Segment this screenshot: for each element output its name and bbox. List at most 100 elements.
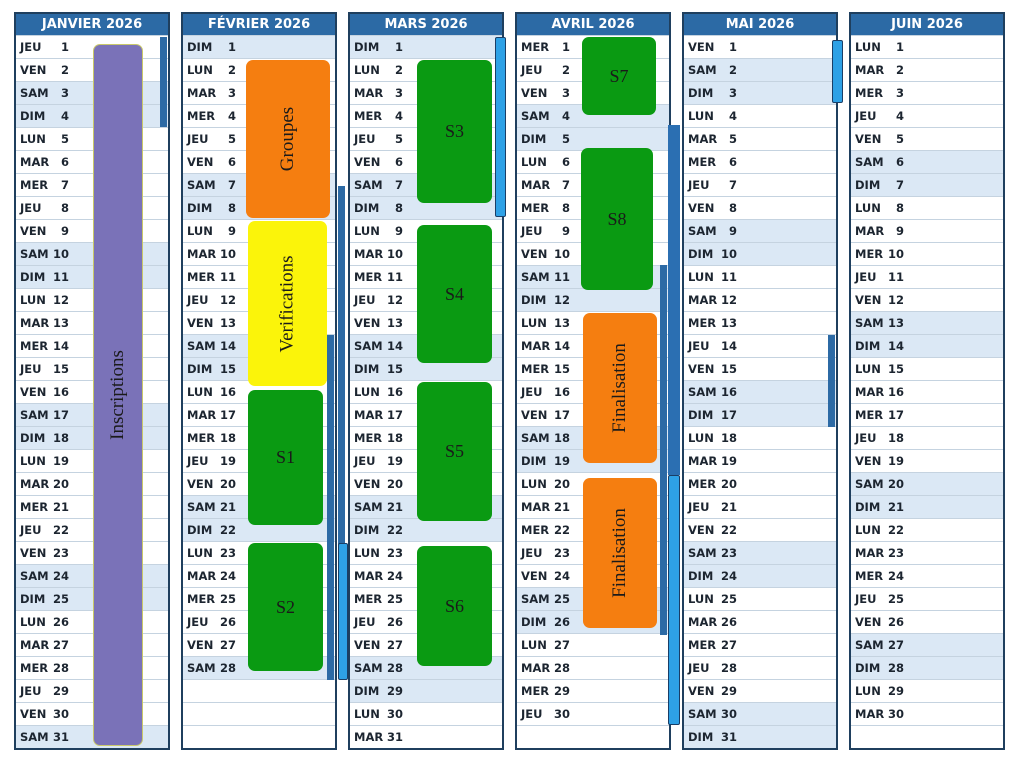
day-row[interactable]: LUN 4 [684,104,836,127]
day-row[interactable]: VEN 9 [16,219,168,242]
day-row[interactable]: JEU 30 [517,702,669,725]
event-groupes[interactable]: Groupes [246,60,330,218]
day-row[interactable]: LUN 15 [851,357,1003,380]
day-row[interactable]: DIM 28 [851,656,1003,679]
day-row[interactable]: LUN 27 [517,633,669,656]
day-row[interactable]: LUN 11 [684,265,836,288]
day-row[interactable]: MER 10 [851,242,1003,265]
day-row[interactable]: JEU 26 [350,610,502,633]
day-row[interactable]: JEU 21 [684,495,836,518]
event-s6[interactable]: S6 [417,546,492,666]
day-row[interactable]: SAM 16 [684,380,836,403]
day-row[interactable]: MER 7 [16,173,168,196]
day-row[interactable]: MAR 5 [684,127,836,150]
day-row[interactable]: SAM 20 [851,472,1003,495]
day-row[interactable]: VEN 30 [16,702,168,725]
day-row[interactable]: LUN 8 [851,196,1003,219]
day-row[interactable]: SAM 17 [16,403,168,426]
day-row[interactable]: VEN 15 [684,357,836,380]
day-row[interactable]: LUN 20 [517,472,669,495]
day-row[interactable]: MAR 27 [16,633,168,656]
day-row[interactable]: JEU 25 [851,587,1003,610]
day-row[interactable]: VEN 16 [16,380,168,403]
event-s3[interactable]: S3 [417,60,492,203]
event-s8[interactable]: S8 [581,148,653,290]
day-row[interactable]: DIM 22 [350,518,502,541]
event-s2[interactable]: S2 [248,543,323,671]
day-row[interactable]: VEN 19 [851,449,1003,472]
day-row[interactable]: VEN 26 [851,610,1003,633]
day-row[interactable]: JEU 29 [16,679,168,702]
day-row[interactable] [183,702,335,725]
day-row[interactable]: LUN 9 [350,219,502,242]
day-row[interactable]: MAR 9 [851,219,1003,242]
day-row[interactable]: SAM 9 [684,219,836,242]
day-row[interactable]: MER 6 [684,150,836,173]
day-row[interactable]: DIM 31 [684,725,836,748]
day-row[interactable]: SAM 27 [851,633,1003,656]
day-row[interactable]: LUN 9 [183,219,335,242]
day-row[interactable]: VEN 29 [684,679,836,702]
day-row[interactable]: LUN 12 [16,288,168,311]
day-row[interactable]: LUN 30 [350,702,502,725]
event-s5[interactable]: S5 [417,382,492,521]
day-row[interactable]: MAR 19 [684,449,836,472]
day-row[interactable]: SAM 23 [684,541,836,564]
day-row[interactable]: JEU 28 [684,656,836,679]
day-row[interactable]: VEN 5 [851,127,1003,150]
day-row[interactable]: MER 21 [16,495,168,518]
day-row[interactable]: DIM 29 [350,679,502,702]
day-row[interactable]: LUN 2 [183,58,335,81]
day-row[interactable]: LUN 18 [684,426,836,449]
event-finalisation-1[interactable]: Finalisation [583,313,657,463]
day-row[interactable]: JEU 8 [16,196,168,219]
day-row[interactable]: DIM 12 [517,288,669,311]
day-row[interactable]: LUN 25 [684,587,836,610]
day-row[interactable]: MAR 23 [851,541,1003,564]
day-row[interactable]: DIM 1 [350,35,502,58]
day-row[interactable] [183,725,335,748]
day-row[interactable]: MAR 12 [684,288,836,311]
day-row[interactable]: DIM 10 [684,242,836,265]
day-row[interactable]: JEU 4 [851,104,1003,127]
day-row[interactable]: DIM 21 [851,495,1003,518]
day-row[interactable]: MAR 13 [16,311,168,334]
day-row[interactable]: MAR 28 [517,656,669,679]
day-row[interactable]: MER 14 [16,334,168,357]
day-row[interactable]: JEU 14 [684,334,836,357]
event-s4[interactable]: S4 [417,225,492,363]
day-row[interactable]: SAM 6 [851,150,1003,173]
event-finalisation-2[interactable]: Finalisation [583,478,657,628]
day-row[interactable]: VEN 8 [684,196,836,219]
day-row[interactable]: LUN 1 [851,35,1003,58]
day-row[interactable]: JEU 15 [16,357,168,380]
day-row[interactable]: LUN 22 [851,518,1003,541]
day-row[interactable]: VEN 23 [16,541,168,564]
day-row[interactable]: LUN 16 [350,380,502,403]
day-row[interactable]: LUN 29 [851,679,1003,702]
day-row[interactable]: MER 28 [16,656,168,679]
day-row[interactable]: MAR 30 [851,702,1003,725]
day-row[interactable]: LUN 5 [16,127,168,150]
day-row[interactable]: MER 13 [684,311,836,334]
day-row[interactable]: DIM 4 [16,104,168,127]
day-row[interactable]: MER 17 [851,403,1003,426]
day-row[interactable]: LUN 2 [350,58,502,81]
day-row[interactable] [183,679,335,702]
day-row[interactable]: VEN 22 [684,518,836,541]
day-row[interactable]: MAR 16 [851,380,1003,403]
day-row[interactable]: VEN 2 [16,58,168,81]
event-s7[interactable]: S7 [582,37,656,115]
day-row[interactable]: JEU 22 [16,518,168,541]
day-row[interactable]: MAR 31 [350,725,502,748]
event-inscriptions[interactable]: Inscriptions [93,44,143,746]
day-row[interactable]: SAM 30 [684,702,836,725]
day-row[interactable]: MER 24 [851,564,1003,587]
day-row[interactable]: DIM 11 [16,265,168,288]
day-row[interactable]: DIM 18 [16,426,168,449]
day-row[interactable]: MAR 20 [16,472,168,495]
event-s1[interactable]: S1 [248,390,323,525]
day-row[interactable]: SAM 10 [16,242,168,265]
day-row[interactable]: MAR 6 [16,150,168,173]
day-row[interactable]: LUN 23 [183,541,335,564]
